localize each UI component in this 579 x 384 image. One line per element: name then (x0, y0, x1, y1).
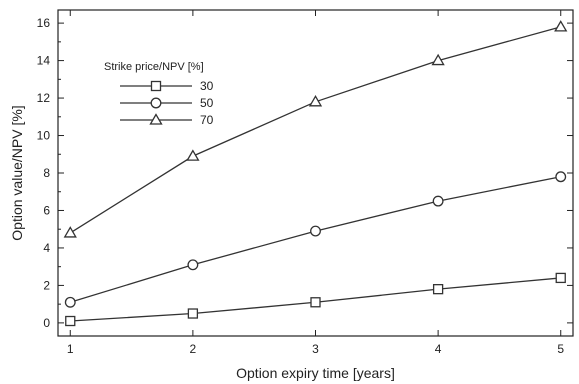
y-tick-label: 8 (43, 166, 50, 180)
legend-entry-70: 70 (120, 113, 214, 127)
legend-marker (150, 80, 162, 92)
data-point (555, 171, 567, 183)
data-point (63, 226, 77, 238)
y-tick-label: 12 (37, 91, 51, 105)
y-tick-label: 6 (43, 203, 50, 217)
legend-entry-30: 30 (120, 79, 214, 93)
data-point (432, 195, 444, 207)
series-layer (63, 20, 568, 327)
y-tick-label: 0 (43, 316, 50, 330)
x-axis-label: Option expiry time [years] (236, 365, 395, 381)
y-tick-label: 4 (43, 241, 50, 255)
data-point (308, 95, 323, 107)
legend-marker (150, 97, 162, 109)
x-tick-label: 4 (435, 342, 442, 356)
y-tick-label: 10 (37, 129, 51, 143)
data-point (64, 296, 76, 308)
series-70 (63, 20, 568, 238)
y-axis-label: Option value/NPV [%] (9, 105, 25, 240)
data-point (310, 297, 321, 308)
series-30 (65, 272, 566, 327)
data-point (310, 225, 321, 237)
plot-frame (57, 9, 574, 337)
y-tick-label: 2 (43, 278, 50, 292)
x-tick-label: 2 (190, 342, 197, 356)
x-tick-label: 1 (67, 342, 74, 356)
legend-label: 70 (200, 113, 214, 127)
legend-label: 30 (200, 79, 214, 93)
legend-title: Strike price/NPV [%] (104, 61, 204, 73)
data-point (187, 259, 199, 271)
series-50 (64, 171, 567, 308)
legend-entry-50: 50 (120, 96, 214, 110)
legend-marker (149, 113, 163, 125)
data-point (555, 272, 566, 284)
data-point (65, 315, 76, 327)
data-point (432, 284, 444, 295)
legend: Strike price/NPV [%] 30 50 70 (104, 61, 214, 127)
x-tick-label: 3 (312, 342, 319, 356)
series-line (70, 176, 561, 303)
x-tick-label: 5 (557, 342, 564, 356)
series-line (69, 26, 561, 234)
y-tick-label: 16 (37, 16, 51, 30)
data-point (554, 20, 568, 32)
data-point (431, 53, 445, 66)
data-point (187, 308, 199, 319)
y-tick-label: 14 (37, 54, 51, 68)
legend-label: 50 (200, 96, 214, 110)
data-point (186, 149, 200, 161)
